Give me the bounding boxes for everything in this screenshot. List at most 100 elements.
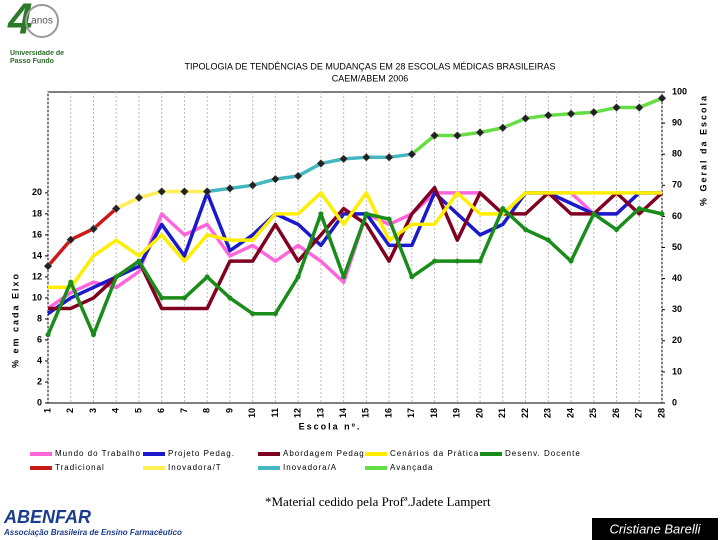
marker <box>43 261 53 271</box>
legend-label: Mundo do Trabalho <box>55 449 141 458</box>
marker <box>634 103 644 112</box>
y2-tick-label: 50 <box>672 242 682 252</box>
marker <box>295 274 301 280</box>
marker <box>271 174 280 184</box>
marker <box>134 193 144 203</box>
credit: *Material cedido pela Profª.Jadete Lampe… <box>265 494 491 509</box>
logo-text-box: Universidade de Passo Fundo <box>10 50 65 65</box>
x-tick-label: 25 <box>588 408 598 418</box>
x-tick-label: 10 <box>247 408 257 418</box>
marker <box>227 295 233 301</box>
y-tick-label: 16 <box>32 229 42 239</box>
x-tick-label: 1 <box>42 408 52 413</box>
x-tick-label: 2 <box>65 408 75 413</box>
marker <box>386 216 392 222</box>
marker <box>614 227 620 233</box>
abenfar-logo: ABENFAR <box>3 507 91 527</box>
x-tick-label: 12 <box>293 408 303 418</box>
legend-label: Desenv. Docente <box>505 449 581 458</box>
y-tick-label: 0 <box>37 397 42 407</box>
marker <box>339 154 348 164</box>
marker <box>568 258 574 264</box>
legend-label: Projeto Pedag. <box>168 449 235 458</box>
logo-anos: anos <box>31 16 53 27</box>
marker <box>545 237 551 243</box>
x-tick-label: 11 <box>270 408 280 418</box>
x-tick-label: 27 <box>634 408 644 418</box>
marker <box>475 128 485 137</box>
x-tick-label: 23 <box>543 408 553 418</box>
x-tick-label: 6 <box>156 408 166 413</box>
marker <box>659 211 665 217</box>
x-tick-label: 20 <box>474 408 484 418</box>
x-tick-label: 4 <box>111 408 121 413</box>
y2-tick-label: 30 <box>672 304 682 314</box>
chart-title: TIPOLOGIA DE TENDÊNCIAS DE MUDANÇAS EM 2… <box>185 61 556 71</box>
marker <box>498 123 508 133</box>
marker <box>293 171 303 181</box>
x-tick-label: 5 <box>133 408 143 413</box>
x-tick-label: 9 <box>224 408 234 413</box>
y2-tick-label: 10 <box>672 366 682 376</box>
marker <box>636 206 642 212</box>
y2-tick-label: 80 <box>672 149 682 159</box>
y-tick-label: 20 <box>32 187 42 197</box>
x-tick-label: 24 <box>565 408 575 418</box>
marker <box>591 211 597 217</box>
marker <box>454 258 460 264</box>
logo-mark: 4 <box>7 0 32 44</box>
marker <box>500 206 506 212</box>
chart-subtitle: CAEM/ABEM 2006 <box>332 73 409 83</box>
marker <box>521 114 530 123</box>
marker <box>204 274 210 280</box>
y2-tick-label: 40 <box>672 273 682 283</box>
legend-label: Inovadora/A <box>283 463 337 472</box>
y-tick-label: 4 <box>37 355 42 365</box>
marker <box>111 204 121 213</box>
logo-university: Universidade de Passo Fundo <box>10 50 65 65</box>
series-line <box>206 152 413 194</box>
marker <box>523 227 529 233</box>
marker <box>341 274 347 280</box>
x-tick-label: 22 <box>520 408 530 418</box>
y2-axis-label: % Geral da Escola <box>698 94 708 206</box>
y-tick-label: 18 <box>32 208 42 218</box>
marker <box>90 332 96 338</box>
marker <box>225 184 235 193</box>
y-tick-label: 14 <box>32 250 42 260</box>
marker <box>272 311 278 317</box>
y-tick-label: 10 <box>32 292 42 302</box>
x-tick-label: 15 <box>361 408 371 418</box>
logo-ring <box>25 4 59 38</box>
marker <box>248 180 258 190</box>
x-tick-label: 7 <box>179 408 189 413</box>
abenfar-name: Associação Brasileira de Ensino Farmacêu… <box>3 528 182 537</box>
series-line <box>48 191 662 290</box>
marker <box>362 152 371 162</box>
x-tick-label: 21 <box>497 408 507 418</box>
marker <box>159 295 165 301</box>
y-tick-label: 2 <box>37 376 42 386</box>
marker <box>136 258 142 264</box>
series-line <box>46 207 118 268</box>
legend-label: Cenários da Prática <box>390 449 479 458</box>
y2-tick-label: 100 <box>672 86 687 96</box>
marker <box>318 211 324 217</box>
marker <box>430 131 439 140</box>
marker <box>89 224 98 234</box>
legend-label: Tradicional <box>55 463 105 472</box>
marker <box>409 274 415 280</box>
series-line <box>46 206 663 337</box>
y2-tick-label: 60 <box>672 211 682 221</box>
author-box <box>592 518 718 540</box>
legend-label: Inovadora/T <box>168 463 222 472</box>
marker <box>250 311 256 317</box>
marker <box>566 109 576 119</box>
x-tick-label: 17 <box>406 408 416 418</box>
marker <box>543 110 553 120</box>
marker <box>657 93 667 103</box>
y-tick-label: 12 <box>32 271 42 281</box>
marker <box>45 332 51 338</box>
x-tick-label: 3 <box>88 408 98 413</box>
